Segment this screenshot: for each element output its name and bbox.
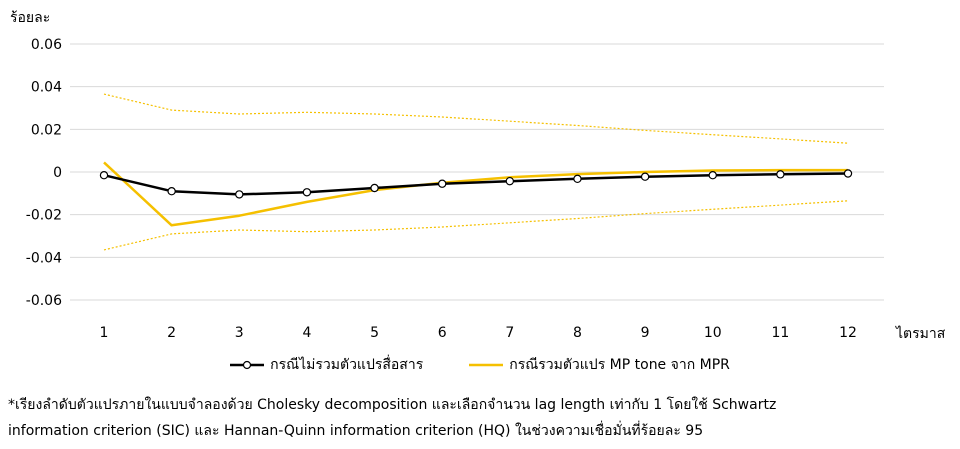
x-tick-label: 7 — [505, 325, 514, 341]
y-tick-label: -0.02 — [26, 208, 62, 224]
footnote: *เรียงลำดับตัวแปรภายในแบบจำลองด้วย Chole… — [8, 392, 952, 444]
x-tick-label: 11 — [771, 325, 789, 341]
y-tick-label: 0.06 — [31, 37, 62, 53]
upper-confidence-band-line — [103, 93, 849, 144]
y-tick-label: 0.02 — [31, 122, 62, 138]
x-tick-label: 5 — [370, 325, 379, 341]
data-point-marker — [640, 172, 650, 181]
data-point-marker — [437, 179, 447, 188]
lower-confidence-band-line — [103, 200, 849, 251]
x-tick-label: 12 — [839, 325, 857, 341]
legend-yellow-line-icon — [469, 363, 504, 367]
y-axis-title: ร้อยละ — [10, 10, 50, 26]
footnote-line-1: *เรียงลำดับตัวแปรภายในแบบจำลองด้วย Chole… — [8, 397, 777, 413]
y-tick-label: -0.04 — [26, 250, 62, 266]
x-tick-label: 6 — [438, 325, 447, 341]
x-tick-label: 10 — [704, 325, 722, 341]
data-point-marker — [776, 170, 785, 179]
y-tick-label: 0.04 — [31, 80, 62, 96]
y-tick-labels: 0.06 0.04 0.02 0 -0.02 -0.04 -0.06 — [26, 37, 62, 309]
data-point-marker — [167, 186, 176, 196]
legend-item-without-communication: กรณีไม่รวมตัวแปรสื่อสาร — [230, 354, 423, 376]
legend: กรณีไม่รวมตัวแปรสื่อสาร กรณีรวมตัวแปร MP… — [0, 354, 960, 376]
x-tick-label: 2 — [167, 325, 176, 341]
data-point-marker — [708, 170, 717, 180]
data-point-marker — [302, 188, 312, 197]
x-tick-label: 4 — [302, 325, 311, 341]
data-point-marker — [235, 190, 244, 199]
series-line-with-mp-tone — [103, 161, 848, 227]
series-lines — [103, 93, 849, 251]
data-point-marker — [573, 174, 582, 184]
legend-label: กรณีไม่รวมตัวแปรสื่อสาร — [270, 357, 424, 373]
footnote-line-2: information criterion (SIC) และ Hannan-Q… — [8, 423, 704, 439]
x-tick-label: 3 — [235, 325, 244, 341]
legend-label: กรณีรวมตัวแปร MP tone จาก MPR — [509, 357, 730, 373]
y-tick-label: -0.06 — [26, 293, 62, 309]
data-point-marker — [505, 176, 515, 186]
x-tick-label: 8 — [573, 325, 582, 341]
legend-item-with-mp-tone: กรณีรวมตัวแปร MP tone จาก MPR — [469, 354, 730, 376]
data-point-marker — [843, 169, 853, 178]
series-markers — [99, 169, 853, 199]
gridlines — [70, 43, 884, 301]
data-point-marker — [370, 183, 379, 193]
series-line-without-communication — [103, 172, 849, 196]
x-tick-labels: 1 2 3 4 5 6 7 8 9 10 11 12 — [100, 325, 857, 341]
y-tick-label: 0 — [53, 165, 62, 181]
x-tick-label: 9 — [641, 325, 650, 341]
x-tick-label: 1 — [100, 325, 109, 341]
x-axis-title: ไตรมาส — [895, 325, 946, 342]
legend-black-line-marker-icon — [230, 360, 265, 370]
data-point-marker — [99, 170, 109, 180]
